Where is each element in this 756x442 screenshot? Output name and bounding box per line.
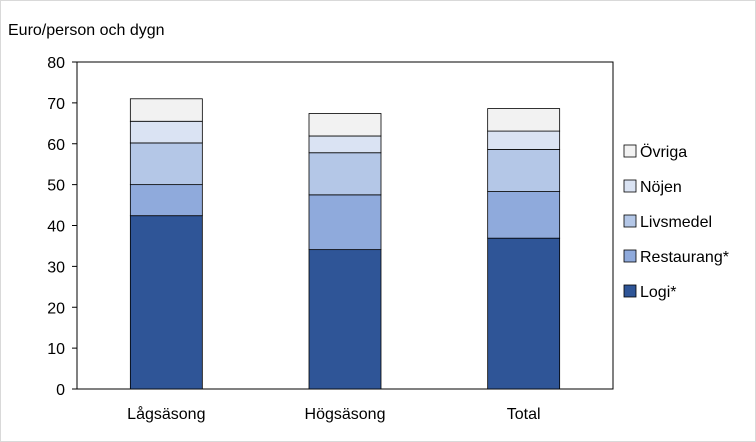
y-tick-label: 60	[47, 137, 65, 154]
y-tick-label: 10	[47, 341, 65, 358]
legend-swatch	[623, 214, 637, 228]
bar-segment-5-2	[308, 113, 382, 137]
y-tick-label: 20	[47, 300, 65, 317]
legend-label: Logi*	[640, 284, 676, 301]
bar-segment-3-3	[487, 149, 561, 192]
y-tick-label: 40	[47, 219, 65, 236]
x-tick-label: Lågsäsong	[127, 405, 205, 423]
bar-segment-4-1	[129, 120, 203, 144]
legend: Övriga Nöjen Livsmedel Restaurang* Logi*	[623, 143, 729, 301]
legend-swatch	[623, 179, 637, 193]
y-tick-label: 70	[47, 96, 65, 113]
bar-segment-1-1	[129, 215, 203, 390]
legend-label: Nöjen	[640, 179, 682, 196]
y-tick-label: 80	[47, 55, 65, 72]
bar-segment-1-2	[308, 249, 382, 390]
x-tick-label: Högsäsong	[305, 406, 386, 423]
bar-segment-4-2	[308, 135, 382, 154]
x-tick-label: Total	[507, 406, 541, 423]
y-tick-label: 0	[56, 382, 65, 399]
legend-swatch	[623, 144, 637, 158]
bar-segment-3-1	[129, 142, 203, 186]
bar-segment-4-3	[487, 130, 561, 150]
legend-swatch	[623, 249, 637, 263]
legend-label: Restaurang*	[640, 249, 729, 266]
plot-area: 0 10 20 30 40 50 60 70 80 Lågsäsong Högsäsong Total	[47, 55, 614, 423]
bar-segment-1-3	[487, 237, 561, 390]
bar-segment-3-2	[308, 152, 382, 196]
bar-segment-2-2	[308, 194, 382, 251]
bar-segment-2-1	[129, 184, 203, 217]
bar-segment-5-1	[129, 98, 203, 122]
legend-label: Övriga	[640, 143, 687, 161]
legend-swatch	[623, 284, 637, 298]
y-tick-label: 30	[47, 259, 65, 276]
legend-label: Livsmedel	[640, 214, 712, 231]
y-axis-title: Euro/person och dygn	[8, 22, 165, 39]
bar-segment-2-3	[487, 191, 561, 239]
bar-segment-5-3	[487, 108, 561, 132]
y-tick-label: 50	[47, 178, 65, 195]
